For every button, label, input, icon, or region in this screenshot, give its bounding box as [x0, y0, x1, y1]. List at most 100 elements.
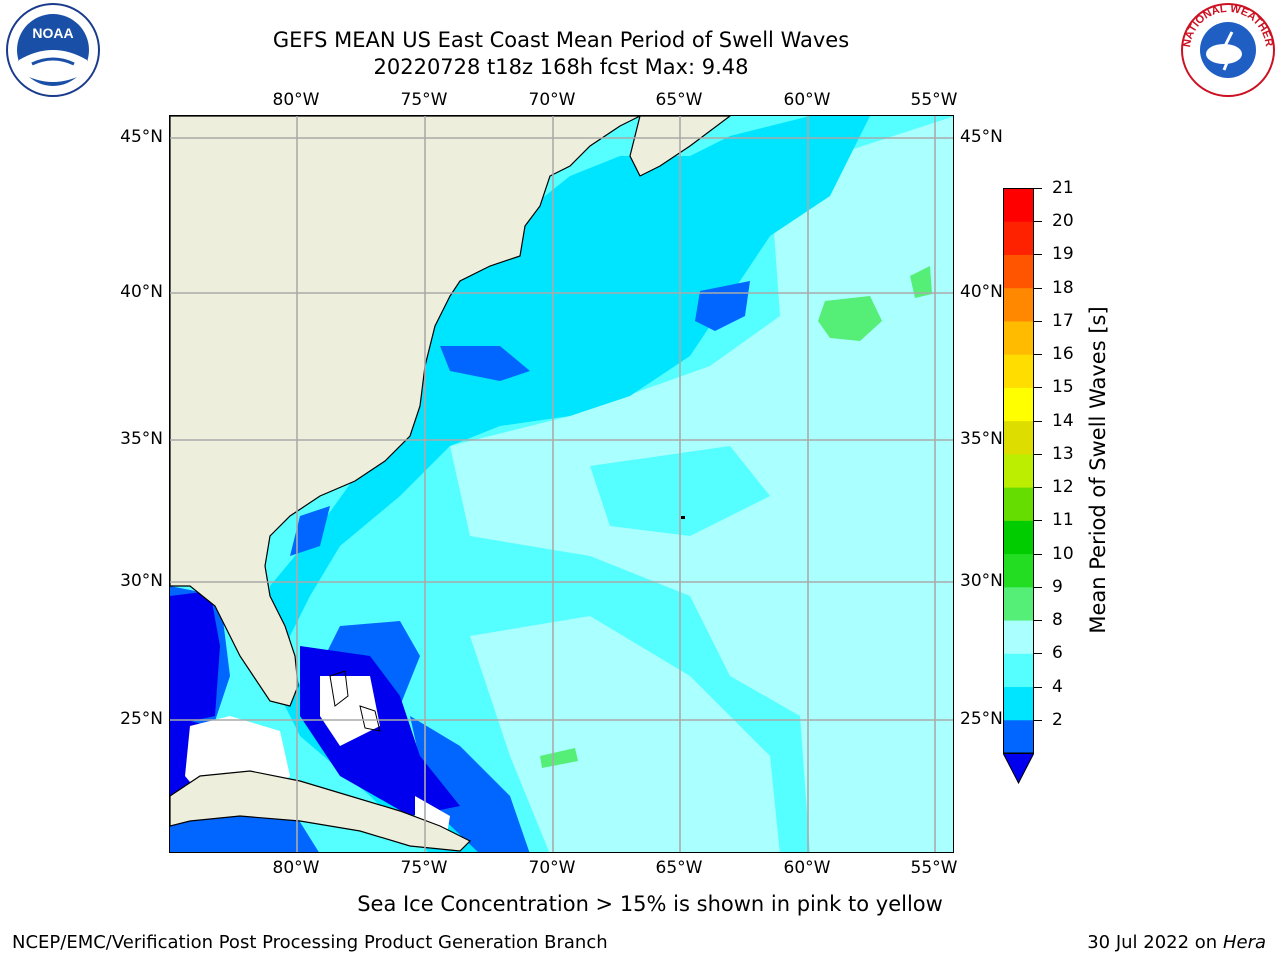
lat-tick-left: 35°N	[120, 429, 163, 449]
lat-tick-left: 40°N	[120, 282, 163, 302]
land-cuba	[170, 770, 472, 852]
lon-tick-top: 80°W	[272, 90, 320, 110]
colorbar-under-extend	[1002, 752, 1035, 785]
colorbar-tick-label: 16	[1052, 344, 1074, 365]
noaa-logo-text: NOAA	[32, 25, 73, 41]
colorbar-tick-label: 11	[1052, 510, 1074, 531]
nws-logo: NATIONAL WEATHER SERVICE	[1176, 0, 1276, 98]
colorbar-bin-12-13	[1003, 487, 1034, 521]
colorbar-tick-mark	[1034, 586, 1042, 588]
colorbar-bin-11-12	[1003, 520, 1034, 555]
colorbar-tick-mark	[1034, 188, 1042, 189]
footer-date: 30 Jul 2022 on Hera	[1087, 932, 1266, 954]
lon-tick-top: 60°W	[783, 90, 831, 110]
footer-date-text: 30 Jul 2022 on	[1087, 932, 1223, 953]
footer-machine: Hera	[1222, 932, 1266, 953]
colorbar-svg	[1002, 188, 1035, 785]
colorbar-bin-20-21	[1003, 221, 1034, 255]
chart-subtitle: 20220728 t18z 168h fcst Max: 9.48	[373, 55, 749, 79]
land-bermuda	[681, 516, 685, 519]
colorbar-bin-18-19	[1003, 287, 1034, 322]
colorbar-bin-9-10	[1003, 586, 1034, 621]
lat-tick-left: 30°N	[120, 571, 163, 591]
land-north-america	[170, 116, 641, 707]
colorbar-bin-8-9	[1003, 620, 1034, 654]
swell-9-10-patch	[818, 296, 882, 341]
colorbar-tick-label: 21	[1052, 178, 1074, 198]
colorbar-bin-4-6	[1003, 686, 1034, 721]
lon-tick-bottom: 70°W	[528, 858, 576, 878]
land-bahamas	[329, 670, 349, 707]
colorbar-tick-label: 13	[1052, 443, 1074, 464]
colorbar-bin-2-4	[1003, 719, 1034, 754]
colorbar-tick-label: 14	[1052, 410, 1074, 431]
colorbar-tick-label: 8	[1052, 610, 1063, 631]
colorbar-tick-mark	[1034, 254, 1042, 256]
map-svg	[170, 116, 953, 852]
colorbar-bin-14-15	[1003, 420, 1034, 455]
colorbar-tick-label: 2	[1052, 709, 1063, 730]
lon-tick-bottom: 65°W	[655, 858, 703, 878]
colorbar-tick-mark	[1034, 620, 1042, 622]
lon-tick-top: 65°W	[655, 90, 703, 110]
colorbar-tick-label: 12	[1052, 477, 1074, 498]
swell-8-9-region	[470, 616, 780, 852]
colorbar-bin-19-20	[1003, 254, 1034, 289]
swell-2-4-patch	[290, 506, 330, 556]
footer-credit: NCEP/EMC/Verification Post Processing Pr…	[12, 932, 608, 953]
lat-tick-right: 45°N	[960, 127, 1003, 147]
colorbar-bin-10-11	[1003, 553, 1034, 588]
lat-tick-right: 30°N	[960, 571, 1003, 591]
colorbar-tick-mark	[1034, 686, 1042, 688]
lat-tick-left: 45°N	[120, 127, 163, 147]
colorbar-tick-mark	[1034, 719, 1042, 721]
swell-under-2-region	[170, 591, 220, 726]
colorbar-bin-16-17	[1003, 354, 1034, 388]
colorbar-outline	[1003, 188, 1034, 754]
colorbar-tick-mark	[1034, 420, 1042, 422]
lat-tick-left: 25°N	[120, 709, 163, 729]
lon-tick-bottom: 75°W	[400, 858, 448, 878]
colorbar-bin-15-16	[1003, 387, 1034, 422]
colorbar-tick-label: 17	[1052, 310, 1074, 331]
swell-9-10-patch	[540, 748, 578, 768]
colorbar-bin-13-14	[1003, 453, 1034, 488]
gridlines	[170, 116, 953, 852]
colorbar-tick-mark	[1034, 354, 1042, 356]
colorbar-tick-label: 19	[1052, 244, 1074, 265]
colorbar-bin-6-8	[1003, 653, 1034, 688]
colorbar-tick-mark	[1034, 287, 1042, 289]
colorbar-tick-mark	[1034, 553, 1042, 555]
colorbar-label-text: Mean Period of Swell Waves [s]	[1086, 306, 1110, 634]
noaa-logo: NOAA	[2, 2, 104, 98]
lat-tick-right: 35°N	[960, 429, 1003, 449]
lon-tick-top: 70°W	[528, 90, 576, 110]
colorbar-tick-label: 6	[1052, 643, 1063, 664]
colorbar-tick-mark	[1034, 520, 1042, 522]
lon-tick-bottom: 55°W	[910, 858, 958, 878]
chart-title: GEFS MEAN US East Coast Mean Period of S…	[272, 28, 850, 52]
lon-tick-bottom: 80°W	[272, 858, 320, 878]
colorbar-tick-label: 15	[1052, 377, 1074, 398]
colorbar-tick-label: 20	[1052, 211, 1074, 232]
colorbar-tick-label: 18	[1052, 277, 1074, 298]
sea-ice-note: Sea Ice Concentration > 15% is shown in …	[357, 892, 943, 916]
map-plot	[169, 115, 954, 853]
lat-tick-right: 40°N	[960, 282, 1003, 302]
colorbar-tick-mark	[1034, 320, 1042, 322]
lon-tick-bottom: 60°W	[783, 858, 831, 878]
swell-9-10-patch	[910, 266, 932, 298]
colorbar-tick-label: 9	[1052, 576, 1063, 597]
colorbar-tick-mark	[1034, 453, 1042, 455]
colorbar	[1002, 188, 1035, 788]
colorbar-tick-label: 10	[1052, 543, 1074, 564]
swell-2-4-patch	[410, 716, 530, 852]
lat-tick-right: 25°N	[960, 709, 1003, 729]
colorbar-bin-17-18	[1003, 320, 1034, 355]
colorbar-tick-mark	[1034, 653, 1042, 655]
colorbar-tick-label: 4	[1052, 676, 1063, 697]
colorbar-tick-mark	[1034, 487, 1042, 489]
colorbar-bin->21	[1003, 188, 1034, 222]
lon-tick-top: 75°W	[400, 90, 448, 110]
colorbar-tick-mark	[1034, 387, 1042, 389]
